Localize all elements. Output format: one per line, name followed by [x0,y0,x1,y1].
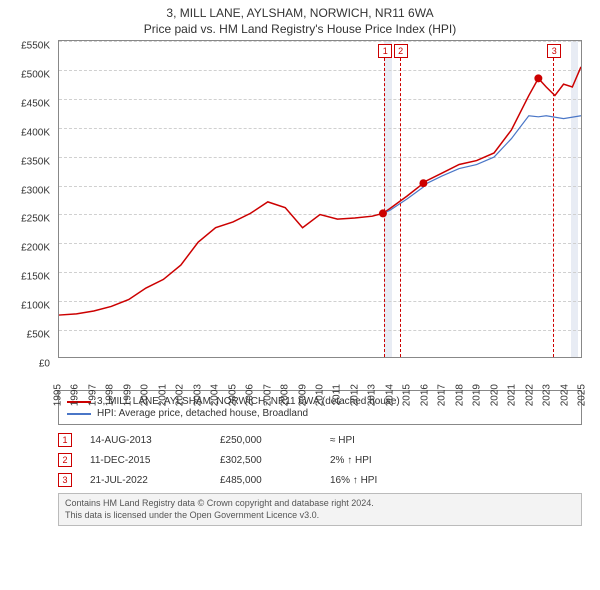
x-tick-label: 2021 [507,384,518,406]
event-price: £302,500 [220,455,330,466]
x-tick-label: 2022 [524,384,535,406]
series-hpi [383,116,581,214]
legend-row: HPI: Average price, detached house, Broa… [67,408,573,419]
legend-label: HPI: Average price, detached house, Broa… [97,408,308,419]
event-marker: 2 [58,453,72,467]
x-tick-label: 2010 [315,384,326,406]
footer-attribution: Contains HM Land Registry data © Crown c… [58,493,582,526]
x-tick-label: 2017 [437,384,448,406]
event-diff: 16% ↑ HPI [330,475,440,486]
footer-line: Contains HM Land Registry data © Crown c… [65,498,575,510]
x-tick-label: 2012 [349,384,360,406]
x-tick-label: 2000 [140,384,151,406]
x-tick-label: 2007 [262,384,273,406]
x-tick-label: 2005 [227,384,238,406]
x-tick-label: 2025 [577,384,588,406]
plot-area: 12 3 [58,40,582,358]
x-tick-label: 2023 [542,384,553,406]
chart-marker: 3 [547,44,561,58]
y-tick-label: £50K [27,330,50,341]
y-tick-label: £350K [21,156,50,167]
x-tick-label: 1999 [122,384,133,406]
event-date: 21-JUL-2022 [90,475,220,486]
chart-marker: 2 [394,44,408,58]
x-tick-label: 2009 [297,384,308,406]
x-tick-label: 1997 [87,384,98,406]
x-tick-label: 2024 [559,384,570,406]
x-tick-label: 2011 [332,384,343,406]
x-tick-label: 2004 [210,384,221,406]
x-tick-label: 2018 [454,384,465,406]
y-tick-label: £300K [21,185,50,196]
event-row: 3 21-JUL-2022 £485,000 16% ↑ HPI [58,473,582,487]
footer-line: This data is licensed under the Open Gov… [65,510,575,522]
page-root: 3, MILL LANE, AYLSHAM, NORWICH, NR11 6WA… [0,0,600,590]
chart-marker: 1 [378,44,392,58]
event-row: 1 14-AUG-2013 £250,000 ≈ HPI [58,433,582,447]
y-tick-label: £550K [21,41,50,52]
y-axis-labels: £0£50K£100K£150K£200K£250K£300K£350K£400… [0,46,54,364]
series-property [59,67,581,315]
x-tick-label: 1996 [70,384,81,406]
y-tick-label: £500K [21,69,50,80]
y-tick-label: £150K [21,272,50,283]
events-table: 1 14-AUG-2013 £250,000 ≈ HPI 2 11-DEC-20… [58,433,582,487]
event-diff: ≈ HPI [330,435,440,446]
x-tick-label: 2016 [419,384,430,406]
event-price: £250,000 [220,435,330,446]
x-tick-label: 2014 [384,384,395,406]
x-tick-label: 2003 [192,384,203,406]
x-tick-label: 1995 [53,384,64,406]
sale-dot [419,179,427,187]
x-tick-label: 2013 [367,384,378,406]
event-marker: 1 [58,433,72,447]
chart-area: 123 199519961997199819992000200120022003… [58,40,582,380]
x-tick-label: 2019 [472,384,483,406]
x-tick-label: 2008 [280,384,291,406]
event-diff: 2% ↑ HPI [330,455,440,466]
x-tick-label: 2002 [175,384,186,406]
sale-dot [379,209,387,217]
x-tick-label: 2001 [157,384,168,406]
event-marker: 3 [58,473,72,487]
event-date: 14-AUG-2013 [90,435,220,446]
event-date: 11-DEC-2015 [90,455,220,466]
x-tick-label: 2006 [245,384,256,406]
legend-swatch [67,413,91,415]
y-tick-label: £100K [21,301,50,312]
x-tick-label: 2015 [402,384,413,406]
y-tick-label: £450K [21,98,50,109]
event-row: 2 11-DEC-2015 £302,500 2% ↑ HPI [58,453,582,467]
event-price: £485,000 [220,475,330,486]
x-axis-labels: 1995199619971998199920002001200220032004… [58,360,582,384]
x-tick-label: 2020 [489,384,500,406]
y-tick-label: £400K [21,127,50,138]
y-tick-label: £250K [21,214,50,225]
sale-dot [534,74,542,82]
chart-subtitle: Price paid vs. HM Land Registry's House … [0,20,600,40]
x-tick-label: 1998 [105,384,116,406]
chart-title: 3, MILL LANE, AYLSHAM, NORWICH, NR11 6WA [0,0,600,20]
y-tick-label: £200K [21,243,50,254]
y-tick-label: £0 [39,359,50,370]
